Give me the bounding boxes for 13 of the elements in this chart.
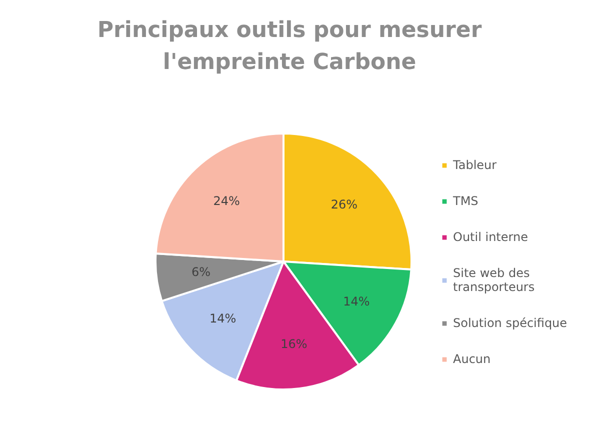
legend-label: Outil interne bbox=[453, 230, 528, 244]
data-label: 26% bbox=[330, 198, 358, 212]
data-label: 14% bbox=[343, 294, 370, 309]
chart-title: Principaux outils pour mesurer l'empreinte Carbone bbox=[97, 18, 482, 75]
legend-label: Aucun bbox=[453, 352, 491, 366]
legend-label: Solution spécifique bbox=[453, 316, 568, 330]
legend-label: TMS bbox=[453, 194, 478, 208]
legend-label: Site web des transporteurs bbox=[453, 266, 535, 294]
data-label: 16% bbox=[280, 337, 308, 352]
data-label: 24% bbox=[213, 194, 240, 208]
legend-label: Tableur bbox=[453, 158, 497, 172]
data-label: 14% bbox=[210, 311, 236, 326]
data-label: 6% bbox=[191, 264, 210, 279]
